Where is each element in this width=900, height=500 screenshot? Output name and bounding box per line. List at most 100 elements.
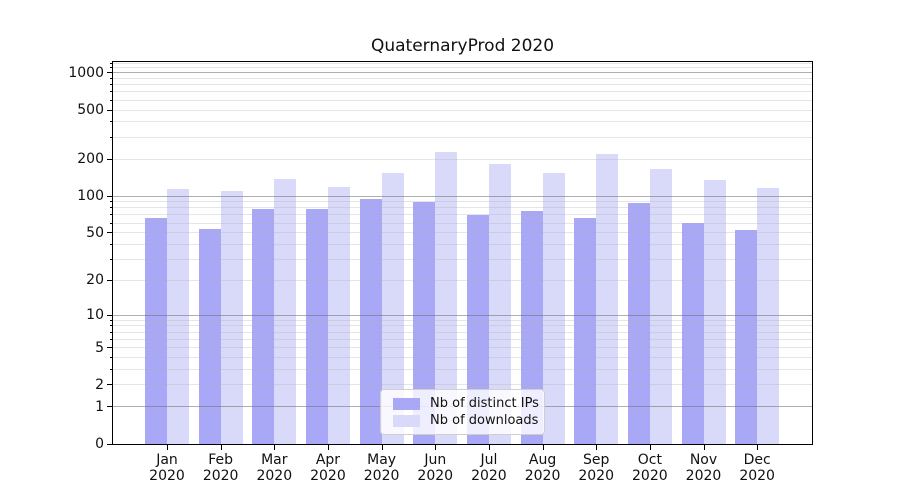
- y-tick-label: 5: [95, 339, 104, 356]
- bar-downloads-jun: [435, 152, 458, 444]
- x-tick-label-nov: Nov 2020: [685, 452, 722, 484]
- gridline-minor: [113, 99, 812, 101]
- gridline-minor: [113, 214, 812, 216]
- bar-downloads-mar: [274, 179, 297, 444]
- y-tick-mark: [107, 232, 113, 234]
- y-minor-tick-mark: [110, 325, 113, 327]
- gridline-minor: [113, 158, 812, 160]
- bar-distinct-ips-apr: [305, 209, 328, 444]
- gridline-minor: [113, 91, 812, 93]
- legend-row-downloads: Nb of downloads: [393, 414, 538, 428]
- y-tick-label: 1000: [68, 64, 104, 81]
- y-tick-mark: [107, 347, 113, 349]
- y-tick-label: 20: [86, 272, 104, 289]
- gridline-minor: [113, 62, 812, 64]
- gridline-minor: [113, 319, 812, 321]
- gridline-minor: [113, 121, 812, 123]
- x-tick-label-may: May 2020: [363, 452, 400, 484]
- x-tick-mark: [703, 444, 705, 450]
- y-tick-label: 2: [95, 376, 104, 393]
- y-minor-tick-mark: [110, 331, 113, 333]
- bar-downloads-jul: [488, 164, 511, 444]
- x-tick-mark: [167, 444, 168, 450]
- bar-downloads-aug: [542, 172, 565, 444]
- x-tick-mark: [381, 444, 383, 450]
- y-minor-tick-mark: [110, 243, 113, 245]
- gridline-minor: [113, 243, 812, 245]
- x-tick-mark: [488, 444, 490, 450]
- y-tick-label: 10: [86, 307, 104, 324]
- y-tick-label: 1: [95, 398, 104, 415]
- bar-downloads-jan: [167, 189, 189, 444]
- x-tick-label-jul: Jul 2020: [471, 452, 507, 484]
- y-minor-tick-mark: [110, 91, 113, 93]
- bars-layer: [113, 62, 812, 444]
- gridline-minor: [113, 279, 812, 281]
- gridline-minor: [113, 259, 812, 261]
- chart-title: QuaternaryProd 2020: [370, 36, 555, 56]
- y-tick-label: 0: [95, 436, 104, 452]
- y-minor-tick-mark: [110, 319, 113, 321]
- y-tick-mark: [107, 443, 113, 445]
- bar-distinct-ips-nov: [681, 223, 704, 444]
- gridline-minor: [113, 84, 812, 86]
- y-minor-tick-mark: [110, 214, 113, 216]
- bar-distinct-ips-aug: [520, 211, 543, 444]
- y-minor-tick-mark: [110, 207, 113, 209]
- x-tick-mark: [542, 444, 544, 450]
- y-minor-tick-mark: [110, 136, 113, 138]
- gridline-minor: [113, 325, 812, 327]
- y-tick-label: 500: [77, 102, 104, 119]
- y-tick-mark: [107, 314, 113, 316]
- y-minor-tick-mark: [110, 259, 113, 261]
- y-minor-tick-mark: [110, 67, 113, 69]
- gridline-minor: [113, 331, 812, 333]
- y-minor-tick-mark: [110, 338, 113, 340]
- y-minor-tick-mark: [110, 84, 113, 86]
- legend: Nb of distinct IPs Nb of downloads: [380, 389, 545, 435]
- bar-downloads-nov: [703, 180, 726, 444]
- y-tick-mark: [107, 158, 113, 160]
- bar-distinct-ips-sep: [574, 218, 597, 444]
- y-minor-tick-mark: [110, 201, 113, 203]
- x-tick-mark: [220, 444, 222, 450]
- y-minor-tick-mark: [110, 369, 113, 371]
- legend-label-downloads: Nb of downloads: [430, 413, 539, 428]
- y-minor-tick-mark: [110, 222, 113, 224]
- gridline-major: [113, 72, 812, 74]
- x-tick-label-aug: Aug 2020: [524, 452, 561, 484]
- gridline-major: [113, 314, 812, 316]
- x-tick-label-dec: Dec 2020: [739, 452, 775, 484]
- x-tick-label-feb: Feb 2020: [202, 452, 239, 484]
- legend-label-distinct-ips: Nb of distinct IPs: [430, 396, 539, 411]
- gridline-minor: [113, 369, 812, 371]
- x-tick-mark: [757, 444, 759, 450]
- gridline-minor: [113, 338, 812, 340]
- gridline-minor: [113, 78, 812, 79]
- y-tick-mark: [107, 72, 113, 74]
- plot-area: 1000 500 200 100 50 20 10 5 2 1 0 Jan 2020 Feb 2020 Mar…: [68, 61, 813, 484]
- gridline-minor: [113, 201, 812, 203]
- x-tick-label-apr: Apr 2020: [310, 452, 346, 484]
- bar-distinct-ips-dec: [735, 229, 758, 444]
- bar-distinct-ips-jul: [466, 214, 489, 444]
- y-tick-mark: [107, 195, 113, 197]
- y-minor-tick-mark: [110, 357, 113, 359]
- bar-distinct-ips-mar: [252, 209, 275, 444]
- y-tick-mark: [107, 279, 113, 281]
- bar-distinct-ips-jun: [413, 201, 436, 444]
- x-tick-mark: [274, 444, 276, 450]
- x-tick-mark: [327, 444, 329, 450]
- gridline-minor: [113, 222, 812, 224]
- gridline-minor: [113, 67, 812, 69]
- y-tick-mark: [107, 406, 113, 408]
- x-tick-mark: [649, 444, 651, 450]
- gridline-minor: [113, 384, 812, 386]
- y-tick-mark: [107, 109, 113, 111]
- gridline-minor: [113, 207, 812, 209]
- x-tick-label-jun: Jun 2020: [417, 452, 454, 484]
- y-tick-label: 50: [86, 224, 104, 241]
- gridline-minor: [113, 232, 812, 234]
- gridline-minor: [113, 109, 812, 111]
